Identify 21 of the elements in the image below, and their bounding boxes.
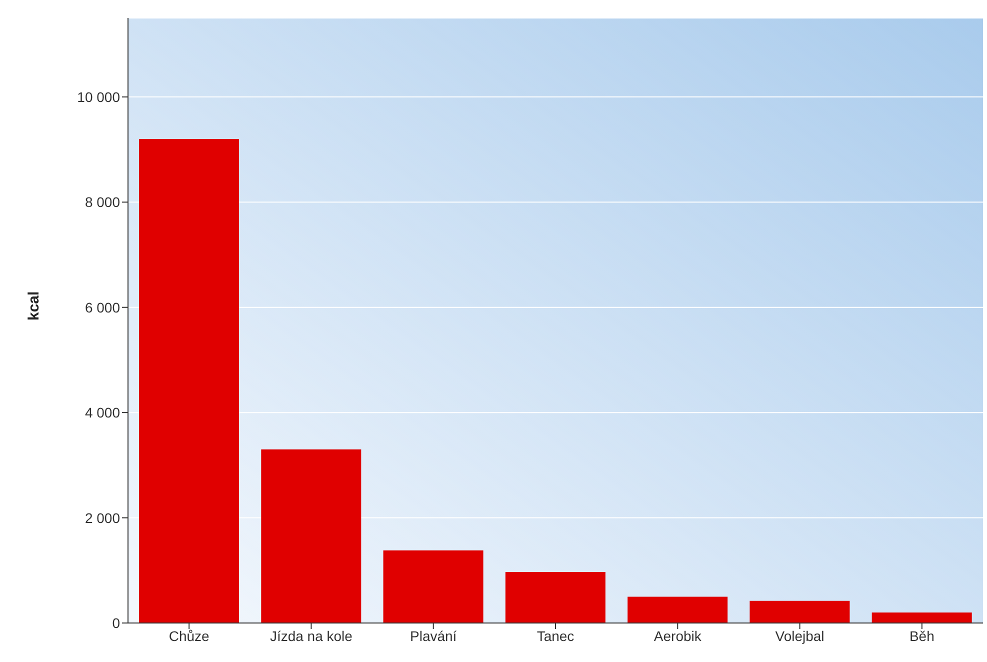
x-tick-label: Tanec — [536, 628, 574, 644]
x-tick-label: Chůze — [168, 628, 210, 644]
y-tick-label: 2 000 — [84, 510, 120, 526]
bar — [383, 550, 484, 623]
x-tick-label: Jízda na kole — [270, 628, 353, 644]
bar — [261, 449, 362, 623]
y-tick-label: 6 000 — [84, 299, 120, 316]
x-tick-label: Aerobik — [654, 628, 702, 644]
bar — [872, 612, 972, 623]
y-tick-label: 8 000 — [84, 194, 120, 210]
y-axis-title: kcal — [25, 291, 42, 320]
bar — [505, 572, 606, 623]
y-tick-label: 4 000 — [84, 404, 120, 421]
bar — [750, 600, 850, 623]
bar — [139, 139, 239, 623]
x-tick-label: Volejbal — [775, 628, 824, 644]
bar — [628, 596, 728, 623]
x-tick-label: Běh — [909, 628, 934, 644]
y-tick-label: 10 000 — [77, 88, 120, 105]
x-tick-label: Plavání — [410, 628, 457, 644]
y-tick-label: 0 — [112, 614, 120, 631]
